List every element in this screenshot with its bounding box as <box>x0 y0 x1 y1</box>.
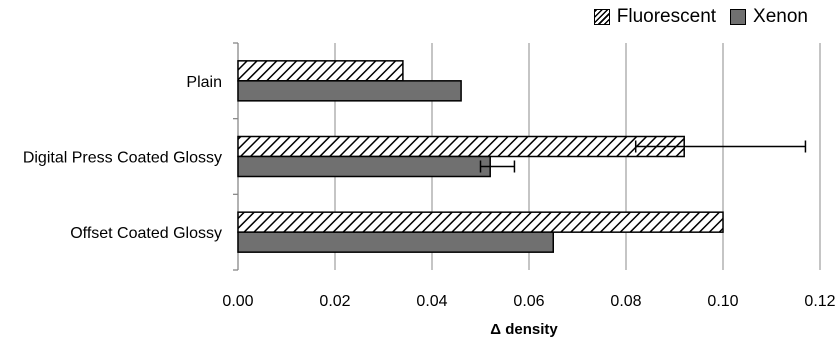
legend-swatch-xenon <box>730 9 747 25</box>
x-axis-title: Δ density <box>490 321 558 338</box>
bars <box>237 60 807 253</box>
bar-xenon <box>237 80 462 102</box>
bar-xenon <box>237 231 554 253</box>
bar-fluorescent <box>237 60 404 82</box>
bar-fluorescent <box>237 135 685 158</box>
category-label: Plain <box>186 74 222 91</box>
x-tick-label: 0.02 <box>319 293 350 310</box>
legend-swatch-fluorescent <box>593 9 610 25</box>
category-label: Digital Press Coated Glossy <box>23 150 222 167</box>
legend-label-fluorescent: Fluorescent <box>616 6 717 27</box>
legend-label-xenon: Xenon <box>753 6 808 27</box>
x-tick-label: 0.10 <box>707 293 738 310</box>
x-tick-label: 0.06 <box>513 293 544 310</box>
bar-xenon <box>237 155 491 178</box>
x-tick-label: 0.00 <box>222 293 253 310</box>
legend-item-fluorescent: Fluorescent <box>593 6 717 28</box>
x-tick-label: 0.08 <box>610 293 641 310</box>
category-label: Offset Coated Glossy <box>70 225 222 242</box>
x-tick-label: 0.12 <box>804 293 835 310</box>
legend-item-xenon: Xenon <box>730 6 808 28</box>
x-tick-label: 0.04 <box>416 293 447 310</box>
bar-fluorescent <box>237 211 724 233</box>
legend: Fluorescent Xenon <box>593 6 808 28</box>
labels: 0.00 0.02 0.04 0.06 0.08 0.10 0.12 Δ density Pla… <box>23 74 836 338</box>
